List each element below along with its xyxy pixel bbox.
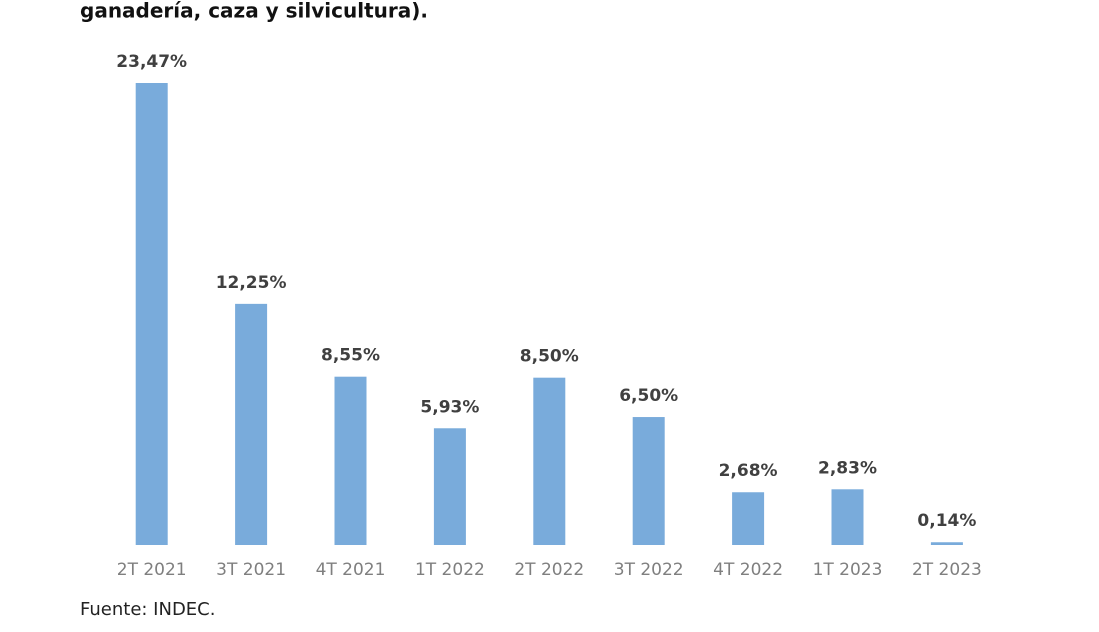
value-label: 23,47%: [116, 52, 187, 72]
value-label: 12,25%: [216, 273, 287, 293]
value-label: 5,93%: [420, 397, 479, 417]
bar: [533, 377, 566, 545]
value-label: 8,50%: [520, 347, 579, 367]
x-tick-label: 4T 2022: [713, 560, 783, 580]
x-tick-label: 2T 2023: [912, 560, 982, 580]
value-label: 2,68%: [719, 461, 778, 481]
x-tick-label: 3T 2021: [216, 560, 286, 580]
x-tick-label: 1T 2022: [415, 560, 485, 580]
bar: [732, 492, 765, 545]
bar: [235, 303, 268, 545]
bar: [632, 417, 665, 545]
chart-title: ganadería, caza y silvicultura).: [80, 0, 428, 23]
x-tick-label: 2T 2021: [117, 560, 187, 580]
value-label: 2,83%: [818, 458, 877, 478]
source-note: Fuente: INDEC.: [80, 599, 215, 620]
value-label: 8,55%: [321, 346, 380, 366]
value-label: 0,14%: [917, 511, 976, 531]
x-tick-label: 1T 2023: [813, 560, 883, 580]
value-label: 6,50%: [619, 386, 678, 406]
bar: [433, 428, 466, 545]
bar: [334, 376, 367, 545]
x-tick-label: 2T 2022: [514, 560, 584, 580]
bar: [831, 489, 864, 545]
x-tick-label: 3T 2022: [614, 560, 684, 580]
bar: [930, 542, 963, 545]
bar: [135, 83, 168, 545]
x-tick-label: 4T 2021: [316, 560, 386, 580]
